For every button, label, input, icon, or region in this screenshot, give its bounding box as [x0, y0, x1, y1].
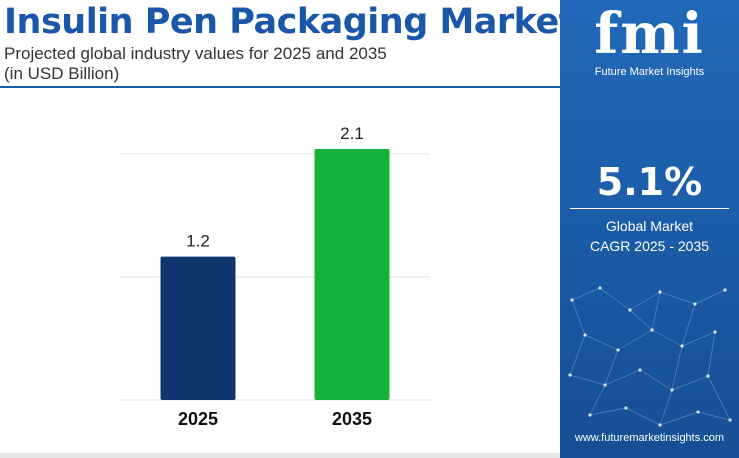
network-node [568, 373, 572, 377]
subtitle-line-2: (in USD Billion) [4, 64, 120, 83]
brand-name: Future Market Insights [594, 66, 705, 78]
network-node [693, 302, 697, 306]
network-pattern-decoration [568, 286, 732, 427]
network-link [589, 384, 606, 416]
network-node [658, 423, 662, 427]
cagr-value: 5.1% [596, 160, 703, 204]
network-link [604, 369, 641, 386]
network-link [625, 407, 661, 426]
network-link [694, 289, 726, 305]
network-node [658, 290, 662, 294]
bar-2025 [160, 256, 236, 400]
network-node [650, 328, 654, 332]
network-link [651, 291, 661, 331]
network-node [723, 288, 727, 292]
x-tick-label-2025: 2025 [178, 409, 218, 429]
network-link [569, 334, 586, 376]
network-node [603, 383, 607, 387]
network-node [706, 374, 710, 378]
subtitle-line-1: Projected global industry values for 202… [4, 44, 387, 63]
bar-2035 [314, 149, 390, 400]
network-link [639, 369, 673, 391]
network-node [588, 413, 592, 417]
network-node [638, 368, 642, 372]
network-link [659, 389, 673, 426]
network-link [707, 331, 716, 377]
network-link [707, 375, 731, 421]
network-node [570, 298, 574, 302]
sidebar-divider [570, 208, 729, 209]
network-link [584, 334, 619, 351]
network-node [598, 286, 602, 290]
network-link [651, 329, 683, 347]
network-link [599, 287, 631, 311]
cagr-label: Global Market CAGR 2025 - 2035 [560, 216, 739, 256]
network-link [571, 299, 586, 336]
network-link [571, 287, 601, 301]
network-node [628, 308, 632, 312]
bottom-strip [0, 453, 560, 458]
network-link [681, 303, 696, 347]
network-node [624, 406, 628, 410]
cagr-label-line-1: Global Market [605, 218, 694, 234]
cagr-label-line-2: CAGR 2025 - 2035 [589, 238, 710, 254]
network-node [616, 348, 620, 352]
network-node [713, 330, 717, 334]
data-label-2035: 2.1 [340, 124, 364, 143]
website-url: www.futuremarketinsights.com [574, 432, 725, 444]
network-link [589, 407, 627, 416]
network-link [604, 349, 619, 386]
network-link [629, 309, 653, 331]
network-node [680, 344, 684, 348]
network-link [659, 291, 696, 305]
network-link [629, 291, 661, 311]
data-label-2025: 1.2 [186, 232, 210, 251]
chart-subtitle: Projected global industry values for 202… [4, 44, 524, 84]
network-node [670, 388, 674, 392]
network-node [696, 410, 700, 414]
network-link [671, 375, 709, 391]
sidebar-panel: fmi Future Market Insights 5.1% Global M… [560, 0, 739, 458]
bar-chart: 1.2 2025 2.1 2035 [120, 124, 430, 429]
network-link [569, 374, 606, 386]
network-link [617, 329, 653, 351]
network-link [681, 331, 716, 347]
x-tick-label-2035: 2035 [332, 409, 372, 429]
network-node [583, 333, 587, 337]
network-node [728, 418, 732, 422]
header-divider [0, 86, 560, 88]
network-link [659, 411, 699, 426]
network-link [671, 345, 683, 391]
network-link [697, 411, 731, 421]
chart-title: Insulin Pen Packaging Market [4, 2, 575, 42]
brand-logo: fmi [594, 1, 705, 67]
